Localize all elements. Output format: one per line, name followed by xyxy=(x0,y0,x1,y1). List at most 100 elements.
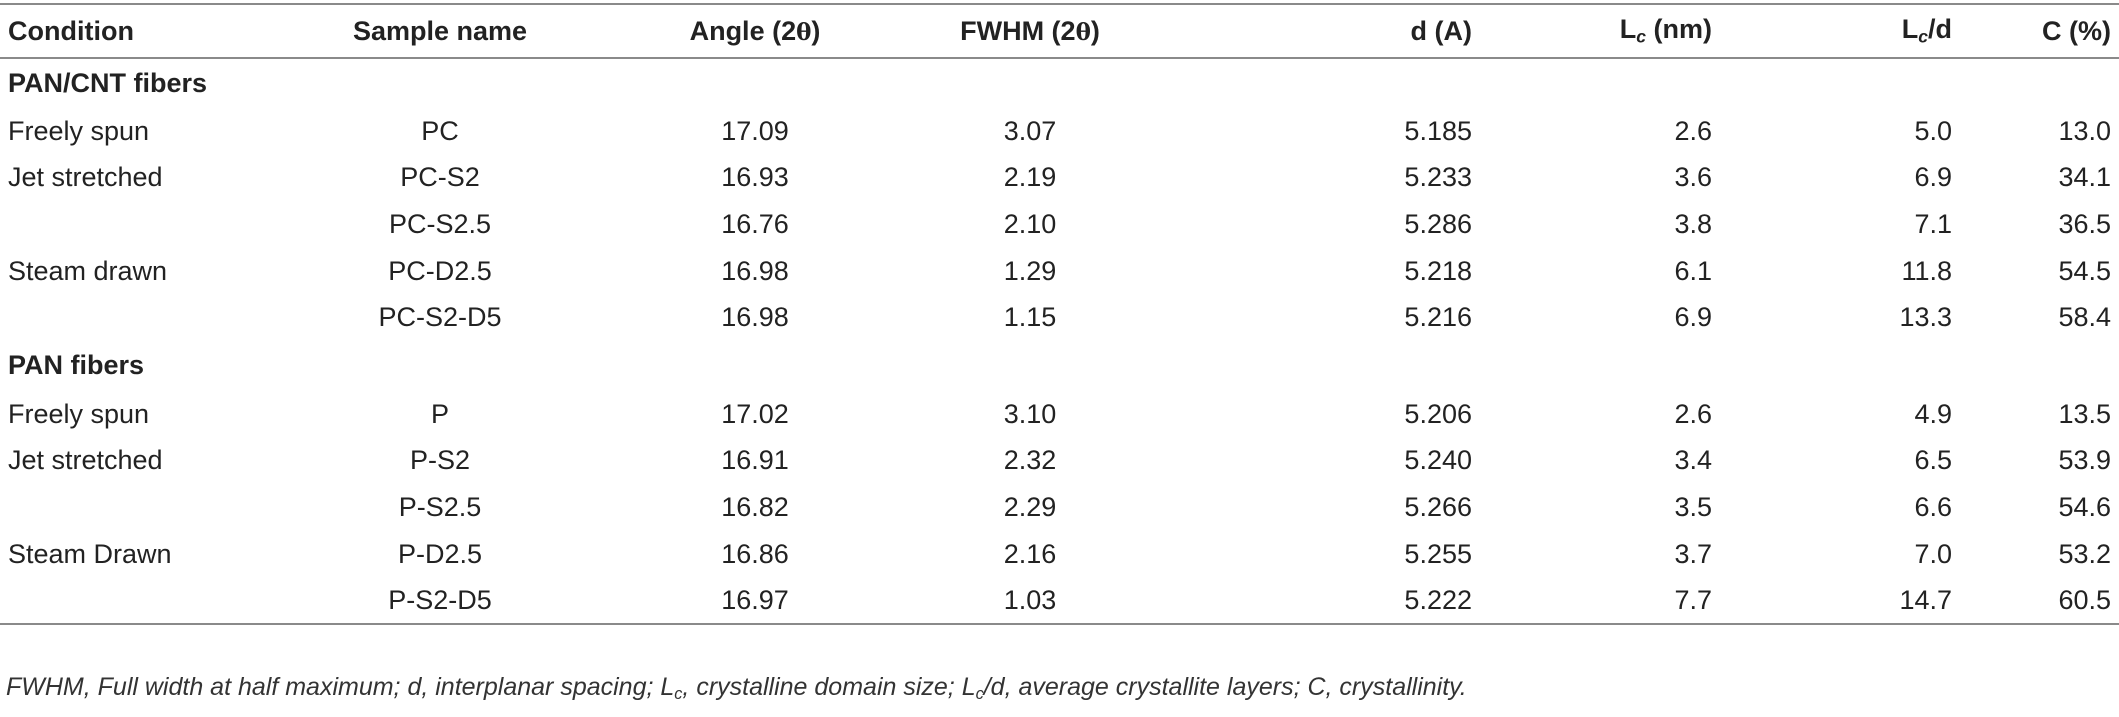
cell-sample-name: PC-D2.5 xyxy=(388,255,492,286)
cell-crystallinity: 34.1 xyxy=(2058,162,2111,193)
cell-sample-name: P-D2.5 xyxy=(397,538,483,569)
cell-d: 5.255 xyxy=(1404,538,1472,569)
cell-lc: 3.5 xyxy=(1674,491,1712,522)
cell-lc-over-d: 13.3 xyxy=(1899,302,1952,333)
cell-lc-over-d: 7.0 xyxy=(1914,538,1952,569)
table-row: P-S2-D5 16.97 1.03 5.222 7.7 14.7 60.5 xyxy=(0,577,2119,625)
cell-d: 5.222 xyxy=(1180,577,1480,625)
cell-angle: 17.09 xyxy=(721,115,789,146)
cell-sample-name: PC-S2-D5 xyxy=(378,302,502,333)
cell-d: 5.240 xyxy=(1404,445,1472,476)
header-lc: Lc (nm) xyxy=(1480,3,1720,59)
cell-sample-name: PC-S2.5 xyxy=(388,208,492,239)
cell-angle: 16.82 xyxy=(721,491,789,522)
cell-d: 5.185 xyxy=(1404,115,1472,146)
cell-angle: 17.02 xyxy=(721,398,789,429)
header-d: d (A) xyxy=(1180,3,1480,59)
cell-lc-over-d: 6.6 xyxy=(1914,491,1952,522)
header-row: Condition Sample name Angle (2θ) FWHM (2… xyxy=(0,3,2119,59)
cell-sample-name: PC-S2 xyxy=(400,162,480,193)
cell-lc: 3.8 xyxy=(1674,208,1712,239)
cell-angle: 16.91 xyxy=(721,445,789,476)
theta-symbol: θ xyxy=(1075,18,1091,46)
cell-fwhm: 2.19 xyxy=(1003,162,1057,193)
cell-sample-name: P-S2-D5 xyxy=(250,577,630,625)
cell-condition: Freely spun xyxy=(8,115,150,146)
header-lc-over-d: Lc/d xyxy=(1720,3,1960,59)
cell-sample-name: PC xyxy=(421,115,459,146)
table-row: P-S2.5 16.82 2.29 5.266 3.5 6.6 54.6 xyxy=(0,484,2119,531)
cell-lc-over-d: 5.0 xyxy=(1914,115,1952,146)
cell-crystallinity: 36.5 xyxy=(2058,208,2111,239)
table-row: Freely spun PC 17.09 3.07 5.185 2.6 5.0 13.0 xyxy=(0,108,2119,155)
cell-fwhm: 1.03 xyxy=(880,577,1180,625)
cell-fwhm: 3.07 xyxy=(1003,115,1057,146)
table-row: PC-S2.5 16.76 2.10 5.286 3.8 7.1 36.5 xyxy=(0,201,2119,248)
cell-fwhm: 2.29 xyxy=(1003,491,1057,522)
cell-crystallinity: 53.9 xyxy=(2058,445,2111,476)
cell-d: 5.218 xyxy=(1404,255,1472,286)
cell-angle: 16.97 xyxy=(630,577,880,625)
cell-lc-over-d: 14.7 xyxy=(1720,577,1960,625)
table-body: PAN/CNT fibers Freely spun PC 17.09 3.07 5.18… xyxy=(0,58,2119,625)
table-footnote: FWHM, Full width at half maximum; d, int… xyxy=(6,673,1467,704)
cell-fwhm: 2.10 xyxy=(1003,208,1057,239)
table-row: Freely spun P 17.02 3.10 5.206 2.6 4.9 13.5 xyxy=(0,391,2119,438)
cell-lc: 6.1 xyxy=(1674,255,1712,286)
cell-crystallinity: 13.5 xyxy=(2058,398,2111,429)
cell-fwhm: 2.16 xyxy=(1003,538,1057,569)
cell-condition: Steam drawn xyxy=(8,255,168,286)
group-title: PAN/CNT fibers xyxy=(8,68,208,98)
cell-angle: 16.98 xyxy=(721,302,789,333)
cell-fwhm: 3.10 xyxy=(1003,398,1057,429)
cell-lc-over-d: 11.8 xyxy=(1901,255,1952,286)
cell-d: 5.286 xyxy=(1404,208,1472,239)
cell-lc-over-d: 6.5 xyxy=(1914,445,1952,476)
table-row: PC-S2-D5 16.98 1.15 5.216 6.9 13.3 58.4 xyxy=(0,294,2119,341)
header-fwhm: FWHM (2θ) xyxy=(880,3,1180,59)
cell-d: 5.206 xyxy=(1404,398,1472,429)
table-row: Jet stretched PC-S2 16.93 2.19 5.233 3.6 6.9 34… xyxy=(0,155,2119,202)
cell-lc: 3.7 xyxy=(1674,538,1712,569)
cell-angle: 16.76 xyxy=(721,208,789,239)
cell-condition: Jet stretched xyxy=(8,162,163,193)
table-row: Steam drawn PC-D2.5 16.98 1.29 5.218 6.1 11.8 5… xyxy=(0,248,2119,295)
group-title: PAN fibers xyxy=(8,350,145,381)
cell-d: 5.216 xyxy=(1404,302,1472,333)
table-row: Steam Drawn P-D2.5 16.86 2.16 5.255 3.7 7.0 53.… xyxy=(0,531,2119,578)
header-crystallinity: C (%) xyxy=(1960,3,2119,59)
cell-sample-name: P xyxy=(430,398,449,429)
cell-lc: 6.9 xyxy=(1674,302,1712,333)
cell-lc-over-d: 6.9 xyxy=(1914,162,1952,193)
cell-d: 5.266 xyxy=(1404,491,1472,522)
cell-condition xyxy=(0,294,250,341)
cell-condition xyxy=(0,577,250,625)
table-row: Jet stretched P-S2 16.91 2.32 5.240 3.4 6.5 53.… xyxy=(0,438,2119,485)
cell-lc-over-d: 7.1 xyxy=(1914,208,1952,239)
header-condition: Condition xyxy=(0,3,250,59)
cell-crystallinity: 54.6 xyxy=(2058,491,2111,522)
cell-lc: 7.7 xyxy=(1480,577,1720,625)
group-header-row: PAN/CNT fibers xyxy=(0,58,2119,108)
theta-symbol: θ xyxy=(796,18,812,46)
cell-fwhm: 2.32 xyxy=(1003,445,1057,476)
header-angle: Angle (2θ) xyxy=(630,3,880,59)
cell-lc: 3.4 xyxy=(1674,445,1712,476)
cell-lc: 2.6 xyxy=(1674,115,1712,146)
cell-sample-name: P-S2.5 xyxy=(398,491,482,522)
cell-fwhm: 1.29 xyxy=(1003,255,1057,286)
cell-lc: 3.6 xyxy=(1674,162,1712,193)
cell-condition xyxy=(0,201,250,248)
cell-angle: 16.93 xyxy=(721,162,789,193)
cell-crystallinity: 13.0 xyxy=(2058,115,2111,146)
cell-d: 5.233 xyxy=(1404,162,1472,193)
cell-condition: Jet stretched xyxy=(8,445,163,476)
cell-lc: 2.6 xyxy=(1674,398,1712,429)
data-table: Condition Sample name Angle (2θ) FWHM (2… xyxy=(0,3,2119,625)
cell-condition xyxy=(0,484,250,531)
cell-sample-name: P-S2 xyxy=(409,445,471,476)
cell-angle: 16.98 xyxy=(721,255,789,286)
cell-condition: Steam Drawn xyxy=(8,538,172,569)
cell-lc-over-d: 4.9 xyxy=(1914,398,1952,429)
